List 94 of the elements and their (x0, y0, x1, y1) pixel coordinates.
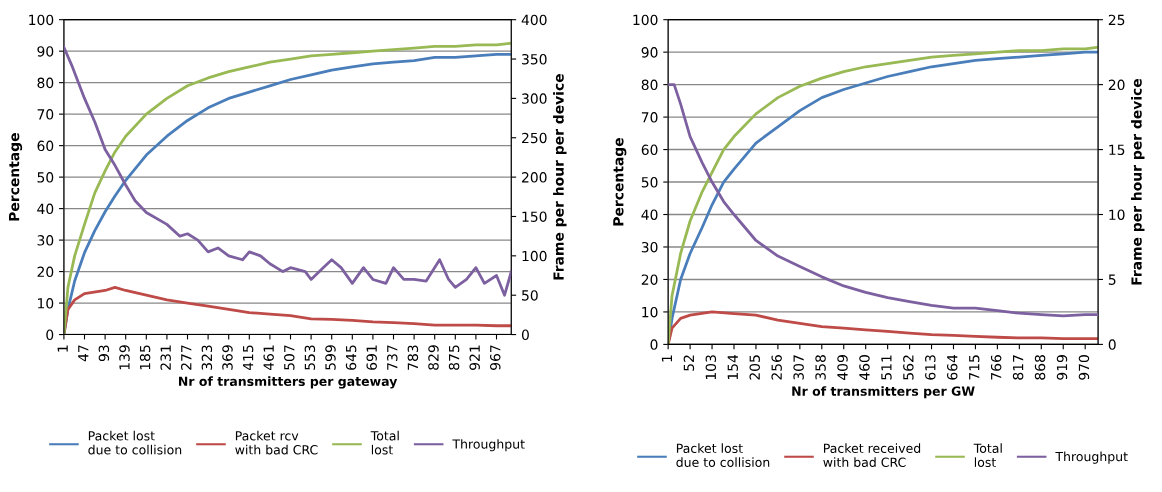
x-tick-label: 599 (325, 345, 336, 370)
x-tick-label: 766 (990, 355, 1002, 380)
line-series (668, 83, 1099, 318)
y-tick-label: 30 (641, 241, 658, 253)
y2-tick-label: 100 (522, 250, 547, 262)
y-tick-label: 0 (650, 339, 658, 350)
x-tick-label: 829 (428, 345, 439, 370)
x-tick-label: 553 (304, 345, 316, 370)
y2-tick-label: 15 (1109, 144, 1125, 156)
y-tick-label: 50 (641, 177, 658, 188)
legend-label: Total lost (370, 430, 399, 455)
y-tick-label: 100 (29, 14, 54, 26)
x-tick-label: 875 (448, 345, 460, 370)
y-tick-label: 90 (37, 46, 54, 57)
y2-tick-label: 350 (522, 54, 547, 65)
x-axis-title: Nr of transmitters per gateway (179, 376, 398, 389)
legend-label: Packet lost due to collision (88, 430, 182, 455)
x-tick-label: 358 (815, 355, 826, 380)
legend-label: Total lost (973, 443, 1002, 467)
x-tick-label: 645 (345, 345, 357, 370)
x-tick-label: 921 (469, 345, 480, 370)
x-tick-label: 256 (771, 355, 782, 380)
y2-tick-label: 150 (522, 211, 547, 222)
y-tick-label: 90 (641, 47, 658, 58)
y-tick-label: 70 (37, 109, 54, 120)
x-tick-label: 154 (727, 354, 739, 380)
y-tick-label: 60 (641, 144, 658, 156)
x-tick-label: 783 (407, 345, 419, 370)
x-tick-label: 93 (98, 345, 110, 362)
y2-axis-title: Frame per hour per device (553, 74, 567, 280)
x-tick-label: 205 (749, 355, 760, 380)
legend-label: Throughput (452, 439, 525, 452)
y-tick-label: 40 (641, 209, 658, 220)
x-tick-label: 1 (661, 355, 672, 362)
y-axis-title: Percentage (613, 138, 627, 226)
y2-tick-label: 20 (1108, 79, 1125, 91)
y2-tick-label: 250 (522, 132, 547, 144)
y-tick-label: 10 (642, 306, 658, 318)
x-tick-label: 613 (925, 355, 936, 380)
x-tick-label: 307 (793, 355, 804, 380)
y-tick-label: 60 (37, 140, 54, 152)
x-tick-label: 369 (222, 345, 233, 370)
x-tick-label: 970 (1078, 355, 1090, 380)
y-tick-label: 80 (37, 77, 54, 89)
x-tick-label: 185 (139, 345, 151, 370)
x-tick-label: 1 (57, 345, 68, 352)
x-tick-label: 664 (947, 354, 958, 380)
x-tick-label: 919 (1056, 355, 1068, 380)
x-tick-label: 691 (366, 345, 377, 370)
y-tick-label: 50 (37, 172, 54, 183)
x-tick-label: 715 (969, 355, 980, 380)
y-tick-label: 0 (46, 329, 54, 341)
y2-tick-label: 10 (1109, 209, 1125, 220)
y-tick-label: 70 (641, 112, 658, 123)
x-tick-label: 562 (903, 355, 914, 380)
x-tick-label: 277 (181, 345, 192, 370)
y-axis-title: Percentage (9, 133, 23, 221)
x-tick-label: 507 (284, 345, 295, 370)
x-tick-label: 47 (78, 345, 89, 362)
legend-label: Throughput (1055, 451, 1128, 464)
y2-tick-label: 0 (521, 329, 529, 341)
y2-tick-label: 300 (522, 93, 547, 104)
x-tick-label: 231 (160, 345, 171, 370)
y2-axis-title: Frame per hour per device (1131, 78, 1145, 285)
x-tick-label: 409 (837, 355, 848, 380)
y2-tick-label: 0 (1108, 339, 1116, 350)
x-tick-label: 460 (859, 355, 870, 380)
y-tick-label: 80 (641, 79, 658, 91)
y2-tick-label: 200 (522, 172, 547, 183)
y-tick-label: 100 (633, 14, 658, 26)
x-tick-label: 415 (243, 345, 254, 371)
y-tick-label: 10 (38, 298, 54, 309)
y2-tick-label: 25 (1108, 14, 1125, 26)
y-tick-label: 30 (37, 235, 54, 246)
y2-tick-label: 5 (1108, 274, 1116, 285)
y-tick-label: 20 (641, 274, 658, 285)
x-tick-label: 817 (1012, 355, 1024, 380)
y2-tick-label: 400 (521, 14, 547, 26)
x-tick-label: 139 (119, 345, 130, 370)
x-tick-label: 103 (705, 355, 717, 380)
legend-label: Packet received with bad CRC (823, 443, 921, 467)
x-axis-title: Nr of transmitters per GW (792, 386, 975, 399)
y-tick-label: 20 (37, 266, 54, 278)
x-tick-label: 52 (683, 355, 695, 371)
legend-label: Packet rcv with bad CRC (235, 430, 318, 455)
x-tick-label: 323 (201, 345, 213, 370)
x-tick-label: 511 (881, 355, 892, 380)
legend-label: Packet lost due to collision (676, 443, 770, 467)
y-tick-label: 40 (37, 203, 54, 215)
x-tick-label: 967 (490, 345, 501, 370)
y2-tick-label: 50 (522, 290, 538, 301)
x-tick-label: 461 (263, 345, 274, 371)
x-tick-label: 737 (387, 345, 398, 370)
x-tick-label: 868 (1034, 355, 1046, 380)
